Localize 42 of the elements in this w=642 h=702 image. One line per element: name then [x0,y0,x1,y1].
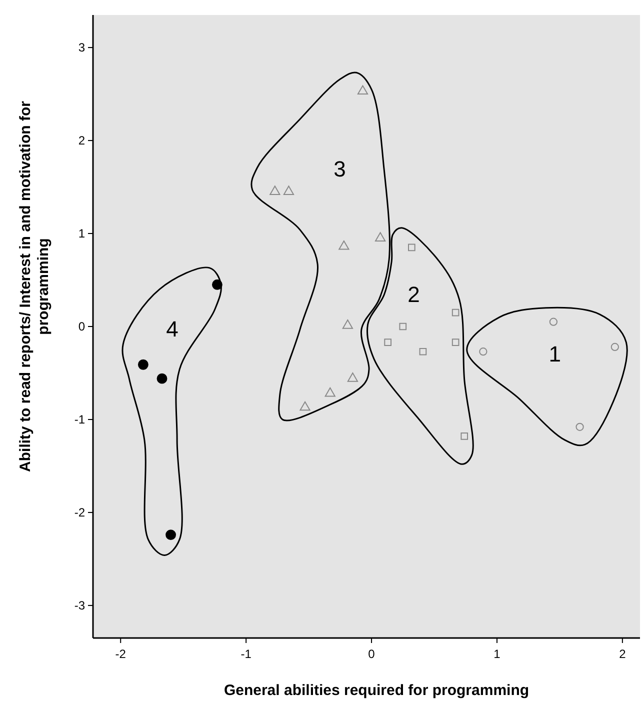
y-tick-label: 3 [78,40,86,55]
point [452,308,460,316]
point [357,85,368,95]
point [610,342,619,352]
point [399,322,407,330]
point [408,244,416,252]
x-tick-label: 1 [494,647,501,661]
x-axis-title: General abilities required for programming [224,682,530,699]
point [549,318,558,326]
y-tick-label: -1 [74,412,86,426]
y-tick-label: -3 [74,598,86,612]
x-tick-label: -2 [115,647,126,661]
point [419,348,427,356]
series-label: 3 [334,156,346,182]
point [374,232,386,242]
point [212,279,222,290]
y-axis-title: Ability to read reports/ Interest in and motivation for programming [17,100,52,472]
point [283,186,294,195]
y-tick-label: 0 [78,320,86,334]
x-tick-label: -1 [240,647,252,661]
point [338,240,350,250]
x-tick-label: 2 [619,647,626,661]
point [452,338,460,346]
point [324,387,336,397]
point [138,359,148,370]
point [479,348,488,356]
series-label: 2 [408,282,420,307]
point [270,186,280,195]
point [342,320,353,329]
y-tick-label: 1 [78,226,86,241]
y-tick-label: -2 [74,505,86,520]
point [156,373,168,384]
point [166,530,176,540]
series-label: 4 [166,316,178,342]
point [576,422,584,431]
point [384,338,392,346]
series-label: 1 [548,342,561,367]
point [300,401,310,411]
point [460,432,468,440]
y-tick-label: 2 [78,134,86,148]
x-tick-label: 0 [368,647,376,661]
point [347,372,358,382]
